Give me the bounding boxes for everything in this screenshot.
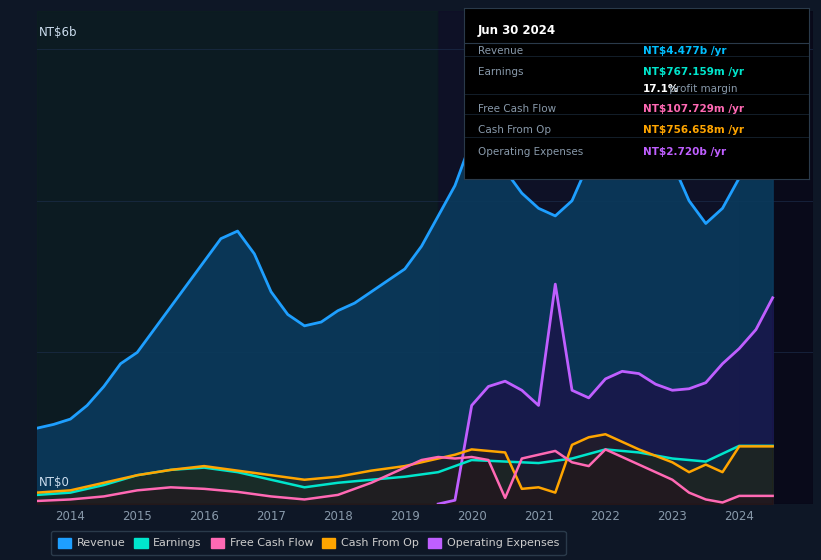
Text: Operating Expenses: Operating Expenses	[478, 147, 583, 157]
Bar	[37, 11, 438, 504]
Text: profit margin: profit margin	[666, 83, 737, 94]
Text: NT$767.159m /yr: NT$767.159m /yr	[643, 67, 744, 77]
Text: Revenue: Revenue	[478, 46, 523, 56]
Text: Jun 30 2024: Jun 30 2024	[478, 24, 556, 37]
Text: 17.1%: 17.1%	[643, 83, 680, 94]
Bar	[438, 11, 813, 504]
Text: Earnings: Earnings	[478, 67, 523, 77]
Text: Cash From Op: Cash From Op	[478, 125, 551, 134]
Text: NT$0: NT$0	[39, 476, 69, 489]
Text: NT$2.720b /yr: NT$2.720b /yr	[643, 147, 727, 157]
Text: NT$6b: NT$6b	[39, 26, 77, 39]
Bar	[739, 11, 813, 504]
Legend: Revenue, Earnings, Free Cash Flow, Cash From Op, Operating Expenses: Revenue, Earnings, Free Cash Flow, Cash …	[51, 531, 566, 555]
Text: Free Cash Flow: Free Cash Flow	[478, 104, 556, 114]
Text: NT$107.729m /yr: NT$107.729m /yr	[643, 104, 744, 114]
Text: NT$756.658m /yr: NT$756.658m /yr	[643, 125, 744, 134]
Text: NT$4.477b /yr: NT$4.477b /yr	[643, 46, 727, 56]
